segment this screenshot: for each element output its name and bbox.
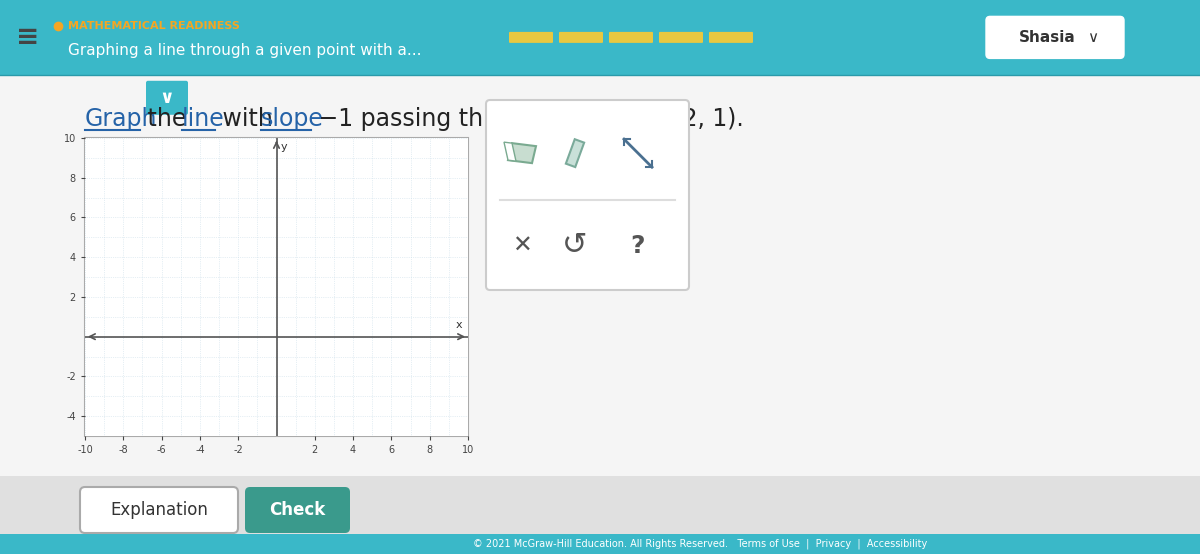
FancyBboxPatch shape (486, 100, 689, 290)
Polygon shape (566, 139, 584, 167)
Text: the: the (140, 107, 194, 131)
FancyBboxPatch shape (85, 138, 468, 436)
Text: Check: Check (269, 501, 325, 519)
FancyBboxPatch shape (146, 81, 188, 115)
Text: Shasia: Shasia (1019, 30, 1075, 45)
Text: x: x (456, 320, 462, 330)
FancyBboxPatch shape (0, 0, 1200, 75)
Text: Graph: Graph (85, 107, 157, 131)
Text: line: line (182, 107, 224, 131)
Text: ∨: ∨ (160, 89, 174, 107)
Text: ≡: ≡ (17, 23, 40, 52)
Text: MATHEMATICAL READINESS: MATHEMATICAL READINESS (68, 21, 240, 31)
FancyBboxPatch shape (0, 476, 1200, 536)
Polygon shape (508, 143, 536, 163)
FancyBboxPatch shape (509, 32, 553, 43)
Text: with: with (215, 107, 281, 131)
Polygon shape (504, 142, 516, 161)
Text: −1 passing through the point (2, 1).: −1 passing through the point (2, 1). (311, 107, 744, 131)
FancyBboxPatch shape (245, 487, 350, 533)
FancyBboxPatch shape (0, 534, 1200, 554)
FancyBboxPatch shape (610, 32, 653, 43)
Text: ✕: ✕ (512, 234, 532, 258)
FancyBboxPatch shape (559, 32, 604, 43)
FancyBboxPatch shape (659, 32, 703, 43)
FancyBboxPatch shape (80, 487, 238, 533)
Text: Explanation: Explanation (110, 501, 208, 519)
Text: © 2021 McGraw-Hill Education. All Rights Reserved.   Terms of Use  |  Privacy  |: © 2021 McGraw-Hill Education. All Rights… (473, 538, 928, 549)
Text: y: y (281, 142, 287, 152)
Text: slope: slope (262, 107, 324, 131)
Text: Graphing a line through a given point with a...: Graphing a line through a given point wi… (68, 43, 421, 58)
FancyBboxPatch shape (0, 75, 1200, 499)
Text: ?: ? (631, 234, 646, 258)
Text: ↺: ↺ (563, 232, 588, 260)
FancyBboxPatch shape (709, 32, 754, 43)
Text: ∨: ∨ (1087, 30, 1098, 45)
FancyBboxPatch shape (986, 17, 1124, 58)
